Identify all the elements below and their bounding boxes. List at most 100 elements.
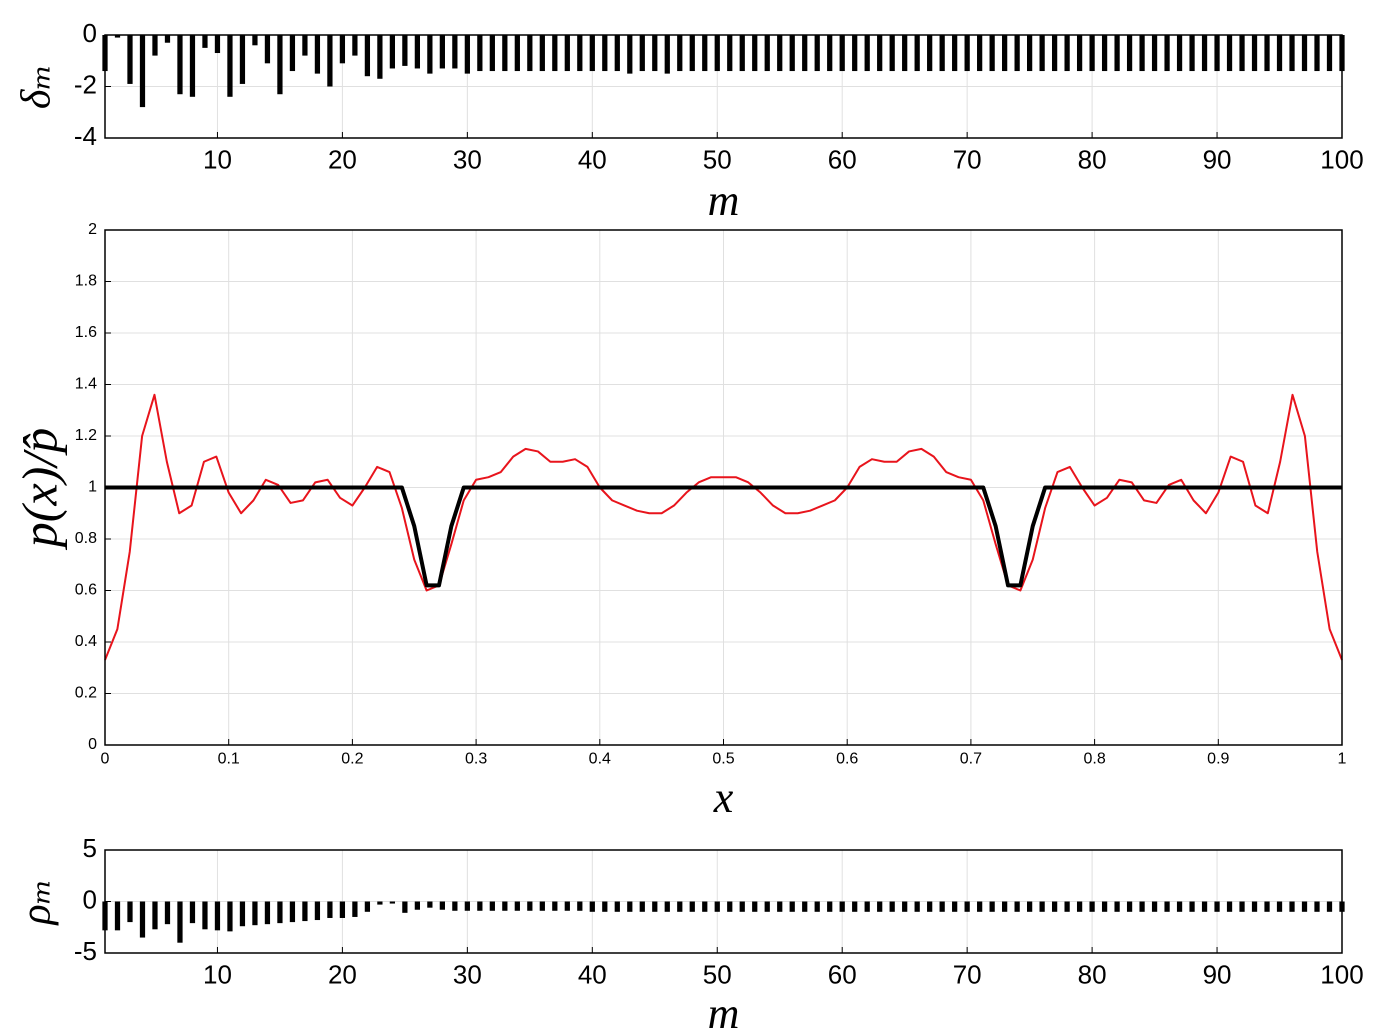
bar [452, 35, 458, 69]
bar [239, 901, 246, 927]
bar [564, 35, 570, 72]
bar [977, 901, 983, 912]
bar [477, 901, 483, 911]
bar [352, 35, 358, 56]
subplot: 10 20 30 40 50 60 70 80 90 100 -4 -2 0 m δₘ [14, 18, 1364, 225]
bar [589, 35, 595, 72]
x-tick-label: 30 [453, 144, 482, 174]
bar [277, 901, 283, 924]
bar [789, 901, 795, 912]
bar [1189, 35, 1195, 72]
bar [239, 35, 246, 84]
bar [1326, 901, 1333, 912]
bar [477, 35, 483, 72]
bar [139, 901, 146, 938]
bar [689, 901, 695, 912]
bar [327, 35, 333, 87]
bar [577, 901, 583, 911]
bar [1002, 35, 1008, 72]
x-tick-label: 10 [203, 959, 232, 989]
x-tick-label: 50 [703, 144, 732, 174]
bar [364, 901, 371, 912]
x-tick-label: 90 [1203, 959, 1232, 989]
bar [1251, 901, 1258, 912]
x-axis-label: m [708, 989, 740, 1036]
bar [1176, 901, 1183, 912]
bar [1164, 35, 1170, 72]
line-series [105, 485, 1342, 588]
bar [727, 35, 733, 72]
bar [777, 901, 783, 912]
bar [939, 901, 945, 912]
subplot: 0 0.1 0.2 0.3 0.4 0.5 0.6 0.7 0.8 0.9 1 0 0.2 0.4 0.6 0… [11, 221, 1346, 822]
y-tick-label: 2 [88, 221, 97, 238]
x-tick-label: 100 [1320, 144, 1363, 174]
bar [1201, 35, 1208, 72]
bar [739, 35, 745, 72]
bar [1064, 901, 1070, 912]
bar [439, 901, 445, 910]
bar [189, 901, 196, 924]
bar [177, 901, 183, 943]
x-tick-label: 40 [578, 144, 607, 174]
bar [264, 35, 271, 64]
bar [1301, 35, 1308, 72]
x-tick-label: 60 [828, 144, 857, 174]
bar [427, 35, 433, 74]
bar [1289, 35, 1295, 72]
bar [1226, 901, 1233, 912]
bar [164, 901, 171, 925]
x-tick-label: 40 [578, 959, 607, 989]
bar [314, 35, 321, 74]
x-tick-label: 80 [1078, 144, 1107, 174]
y-tick-label: 1.6 [75, 324, 97, 341]
bar [939, 35, 945, 72]
bar [1039, 35, 1045, 72]
bar [1314, 35, 1320, 72]
x-tick-label: 0.3 [465, 751, 487, 768]
bar [877, 35, 883, 72]
bar [652, 901, 658, 912]
bar [677, 35, 683, 72]
bar [1002, 901, 1008, 912]
bar [589, 901, 595, 912]
bar [577, 35, 583, 72]
y-tick-label: -2 [74, 69, 97, 99]
subplot: 10 20 30 40 50 60 70 80 90 100 -5 0 5 m ρₘ [14, 833, 1364, 1036]
y-tick-label: 0 [83, 18, 97, 48]
bar [914, 901, 920, 912]
y-tick-label: 1.2 [75, 427, 97, 444]
bar [214, 901, 221, 931]
bar [114, 901, 121, 931]
bar [1139, 35, 1145, 72]
bar [789, 35, 795, 72]
bar [814, 901, 820, 912]
bar [427, 901, 433, 908]
bar [602, 35, 608, 72]
x-tick-label: 50 [703, 959, 732, 989]
x-tick-label: 0.8 [1083, 751, 1105, 768]
bar [814, 35, 820, 72]
bar [739, 901, 745, 912]
bar [902, 901, 908, 912]
bar [452, 901, 458, 911]
bar [914, 35, 920, 72]
bar [1114, 901, 1120, 912]
y-tick-label: 0.4 [75, 633, 97, 650]
bar [952, 901, 958, 912]
y-axis-label: δₘ [14, 64, 60, 109]
bar [752, 35, 758, 72]
bar [1264, 901, 1270, 912]
bar [302, 901, 308, 922]
bar [227, 35, 233, 97]
y-tick-label: 0.6 [75, 582, 97, 599]
bar [339, 35, 346, 64]
bar [964, 35, 970, 72]
bar [402, 901, 408, 913]
bar [152, 35, 158, 56]
bar [252, 35, 258, 46]
bar [614, 901, 620, 912]
bar [527, 901, 533, 911]
x-tick-label: 100 [1320, 959, 1363, 989]
